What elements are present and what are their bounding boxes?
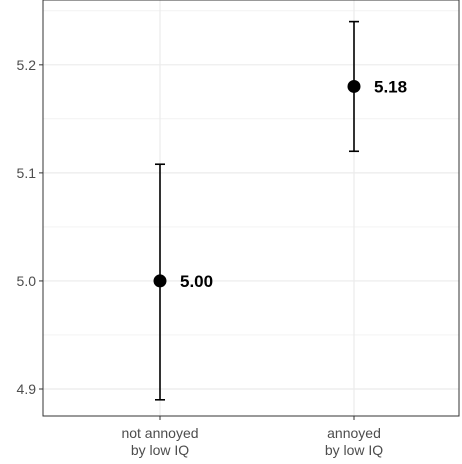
data-label: 5.18	[374, 77, 407, 96]
grid-layer	[43, 0, 459, 416]
x-category-label: not annoyed	[121, 425, 198, 441]
y-tick-label: 5.1	[17, 165, 37, 181]
data-point	[153, 274, 167, 288]
data-point	[347, 79, 361, 93]
marks-layer: 5.00 5.18	[153, 20, 407, 401]
y-tick-label: 5.0	[17, 273, 37, 289]
x-category-label: annoyed	[327, 425, 381, 441]
data-label: 5.00	[180, 272, 213, 291]
y-tick-label: 4.9	[17, 381, 37, 397]
x-category-label: by low IQ	[325, 442, 383, 458]
y-tick-label: 5.2	[17, 57, 37, 73]
x-category-label: by low IQ	[131, 442, 189, 458]
panel-border	[42, 0, 460, 417]
